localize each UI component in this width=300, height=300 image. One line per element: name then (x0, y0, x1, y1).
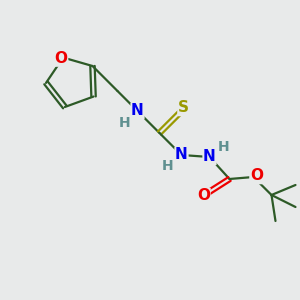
Text: H: H (218, 140, 229, 154)
Text: H: H (119, 116, 130, 130)
Text: O: O (197, 188, 210, 203)
Text: S: S (178, 100, 189, 116)
Text: N: N (131, 103, 144, 118)
Text: N: N (175, 148, 188, 163)
Text: N: N (203, 149, 216, 164)
Text: O: O (250, 169, 263, 184)
Text: H: H (162, 159, 173, 173)
Text: O: O (55, 51, 68, 66)
